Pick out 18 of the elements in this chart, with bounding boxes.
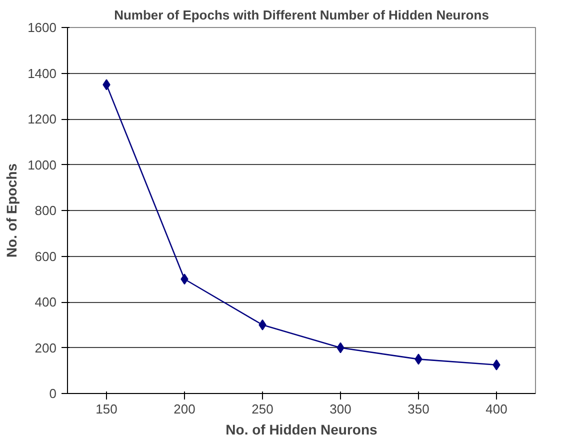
y-tick-label: 1600	[28, 20, 56, 35]
x-axis-title: No. of Hidden Neurons	[226, 422, 378, 438]
x-tick-label: 150	[96, 402, 118, 416]
y-tick-label: 800	[34, 203, 57, 218]
y-tick-label: 200	[34, 340, 57, 356]
x-tick-label: 250	[252, 402, 274, 416]
x-tick-label: 400	[486, 402, 508, 416]
y-tick-label: 600	[34, 248, 57, 264]
y-tick-label: 1400	[28, 66, 56, 81]
y-tick-label: 0	[49, 386, 57, 401]
y-tick-label: 1000	[28, 157, 56, 172]
chart-title: Number of Epochs with Different Number of Hidden Neurons	[114, 8, 489, 22]
y-axis-title: No. of Epochs	[4, 163, 20, 258]
x-tick-label: 300	[330, 402, 352, 416]
y-tick-label: 1200	[28, 112, 56, 126]
x-tick-label: 350	[408, 402, 430, 416]
x-tick-label: 200	[174, 402, 196, 416]
y-tick-label: 400	[34, 294, 57, 310]
